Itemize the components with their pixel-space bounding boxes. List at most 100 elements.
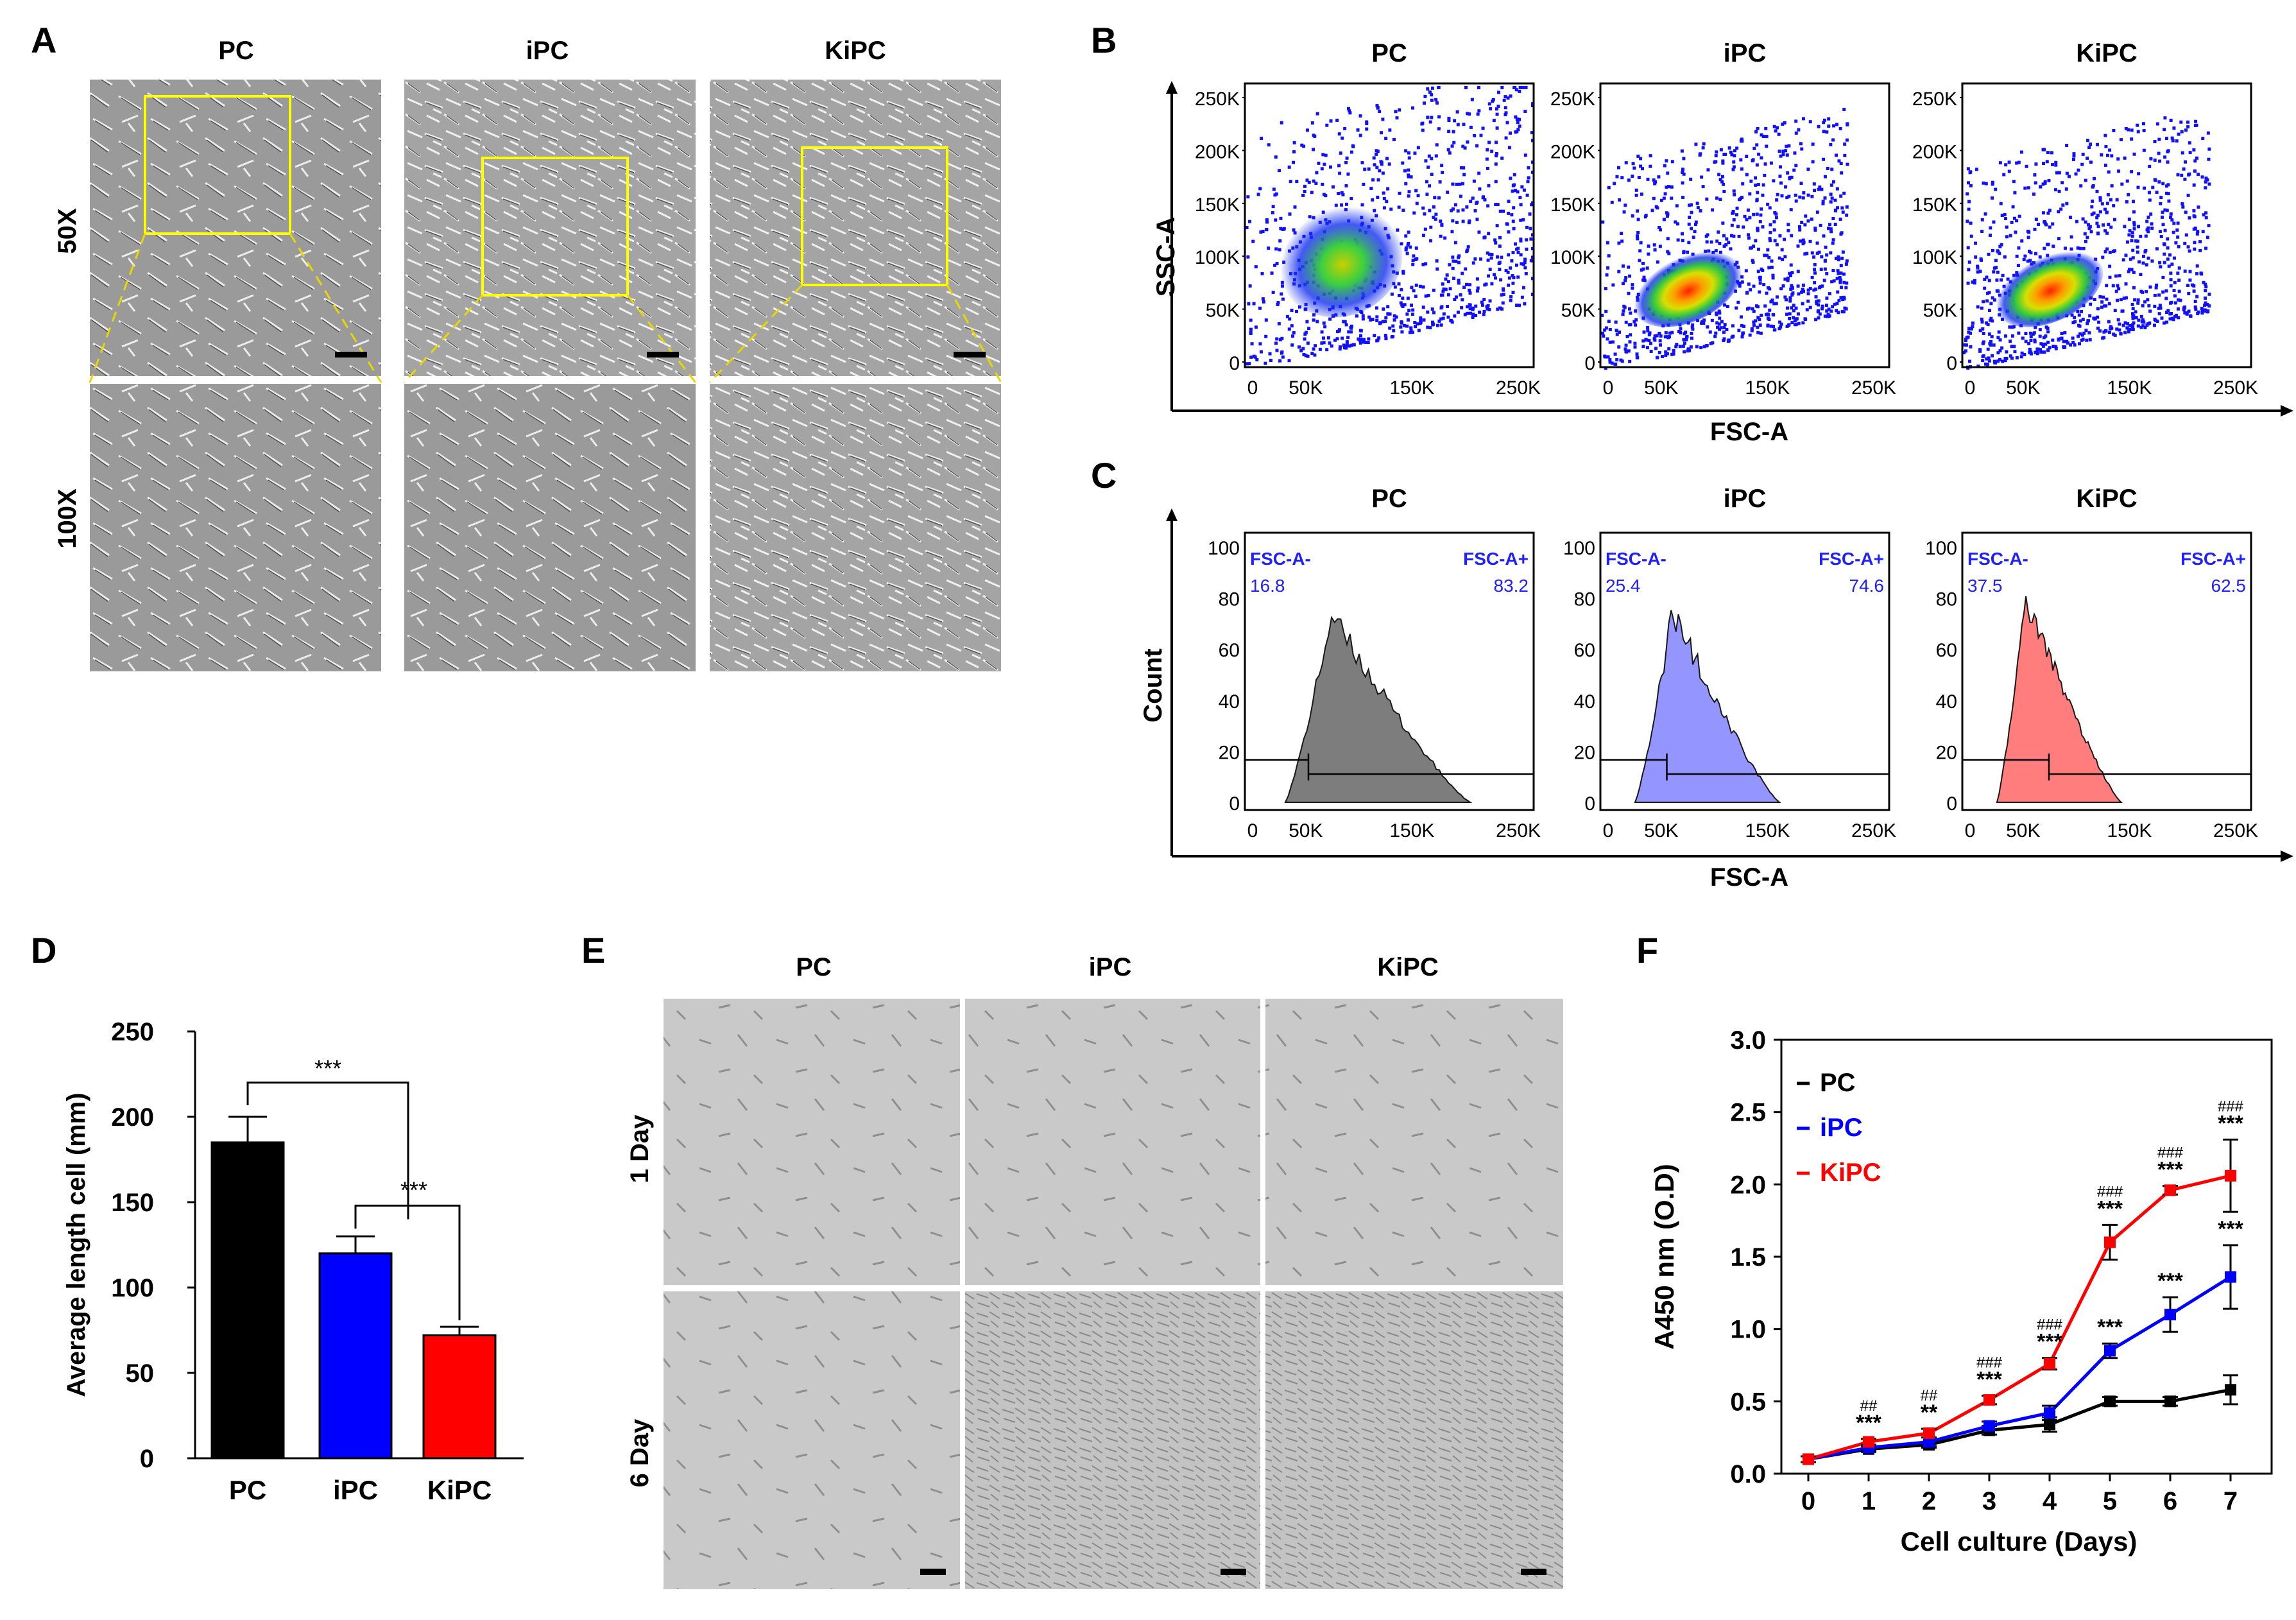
event-dot (1735, 206, 1739, 210)
event-dot (1756, 126, 1760, 130)
event-dot (2042, 336, 2046, 340)
x-tick-label: 250K (2213, 377, 2258, 399)
event-dot (1973, 281, 1976, 285)
event-dot (1829, 193, 1833, 196)
event-dot (1629, 333, 1632, 337)
event-dot (2137, 172, 2141, 176)
event-dot (2047, 178, 2051, 182)
event-dot (1530, 170, 1534, 174)
event-dot (2147, 304, 2151, 307)
event-dot (1653, 248, 1657, 252)
event-dot (1773, 328, 1777, 332)
event-dot (1641, 339, 1645, 343)
event-dot (2000, 346, 2004, 350)
event-dot (1437, 86, 1441, 89)
event-dot (1720, 320, 1724, 323)
event-dot (2188, 278, 2192, 282)
event-dot (2115, 298, 2119, 302)
event-dot (1365, 127, 1369, 131)
event-dot (1439, 317, 1443, 321)
event-dot (1682, 250, 1686, 254)
event-dot (1349, 330, 1353, 334)
event-dot (2048, 346, 2052, 350)
event-dot (1813, 263, 1817, 266)
event-dot (1835, 187, 1839, 191)
significance-stars: *** (2157, 1158, 2183, 1182)
event-dot (1633, 345, 1637, 349)
event-dot (2105, 231, 2109, 235)
event-dot (1372, 156, 1376, 160)
event-dot (1392, 329, 1396, 332)
event-dot (1756, 316, 1760, 320)
event-dot (1264, 361, 1267, 365)
event-dot (1987, 359, 1991, 363)
event-dot (2152, 323, 2156, 327)
event-dot (1435, 267, 1439, 271)
event-dot (2102, 330, 2106, 334)
brightfield-pc-6day (664, 1291, 960, 1589)
event-dot (1426, 310, 1430, 314)
event-dot (1530, 203, 1534, 207)
event-dot (1801, 283, 1805, 287)
event-dot (1520, 185, 1524, 189)
event-dot (1979, 257, 1983, 261)
event-dot (1511, 251, 1515, 255)
event-dot (1328, 341, 1332, 345)
event-dot (1521, 86, 1525, 89)
event-dot (2164, 289, 2168, 293)
event-dot (1681, 168, 1684, 171)
event-dot (1382, 206, 1386, 210)
x-tick-label: 6 (2163, 1487, 2177, 1515)
event-dot (1397, 205, 1401, 209)
event-dot (1980, 218, 1984, 221)
event-dot (2131, 316, 2135, 320)
event-dot (2136, 130, 2140, 134)
event-dot (1472, 179, 1476, 183)
event-dot (2023, 254, 2027, 258)
event-dot (1376, 106, 1380, 110)
event-dot (1800, 147, 1804, 151)
event-dot (2010, 345, 2014, 349)
event-dot (2145, 228, 2149, 232)
event-dot (2108, 148, 2112, 152)
event-dot (1760, 156, 1763, 160)
event-dot (1699, 152, 1702, 156)
event-dot (1455, 220, 1459, 224)
event-dot (2144, 234, 2148, 238)
event-dot (1838, 218, 1842, 221)
event-dot (2098, 198, 2102, 202)
event-dot (1747, 236, 1751, 240)
event-dot (1723, 303, 1727, 307)
event-dot (1347, 330, 1351, 334)
event-dot (2125, 179, 2129, 183)
event-dot (1260, 137, 1264, 141)
event-dot (1451, 266, 1455, 270)
event-dot (1778, 327, 1781, 331)
event-dot (1322, 341, 1326, 345)
event-dot (2039, 350, 2043, 354)
event-dot (1980, 317, 1983, 321)
x-tick-label: 50K (1644, 377, 1678, 399)
event-dot (2084, 329, 2088, 332)
x-axis-label: Cell culture (Days) (1901, 1526, 2138, 1556)
event-dot (1745, 307, 1749, 311)
event-dot (1457, 261, 1461, 264)
event-dot (2169, 118, 2173, 122)
event-dot (1365, 122, 1369, 126)
event-dot (2131, 248, 2135, 252)
y-tick-label: 0 (1584, 353, 1595, 374)
event-dot (2048, 225, 2052, 229)
event-dot (1784, 149, 1788, 153)
panel-c-col-title: PC (1371, 485, 1407, 513)
event-dot (1801, 302, 1804, 306)
event-dot (1469, 200, 1473, 203)
event-dot (2076, 246, 2080, 250)
event-dot (1466, 140, 1469, 144)
event-dot (1624, 320, 1628, 324)
event-dot (2120, 138, 2123, 142)
event-dot (1416, 194, 1420, 198)
event-dot (2177, 245, 2180, 248)
event-dot (2048, 209, 2052, 212)
event-dot (1281, 297, 1285, 301)
event-dot (1772, 179, 1776, 183)
